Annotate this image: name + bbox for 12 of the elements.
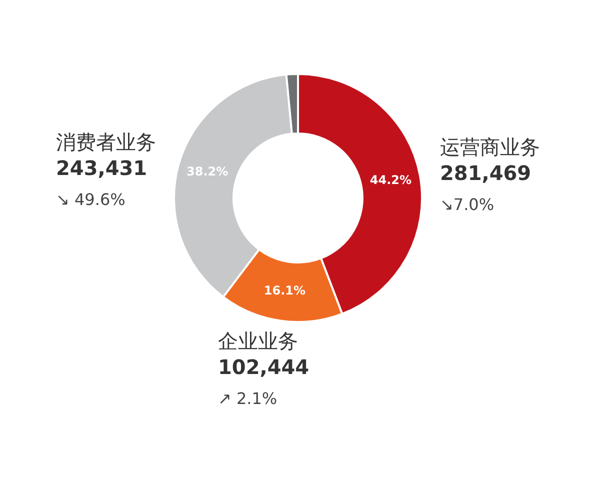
slice-label: 企业业务 (218, 328, 299, 355)
data-label: 38.2% (186, 164, 228, 178)
text: 281,469 (440, 160, 532, 185)
slice-label: 运营商业务 (440, 134, 540, 161)
text: ↘ 49.6% (56, 190, 126, 210)
data-label: 44.2% (370, 173, 412, 188)
data-label: 16.1% (264, 283, 306, 298)
text: 243,431 (56, 156, 148, 180)
text: 102,444 (218, 355, 310, 379)
slice-label: 消费者业务 (56, 129, 156, 156)
text: ↘7.0% (440, 194, 496, 214)
text: ↗ 2.1% (218, 389, 278, 408)
